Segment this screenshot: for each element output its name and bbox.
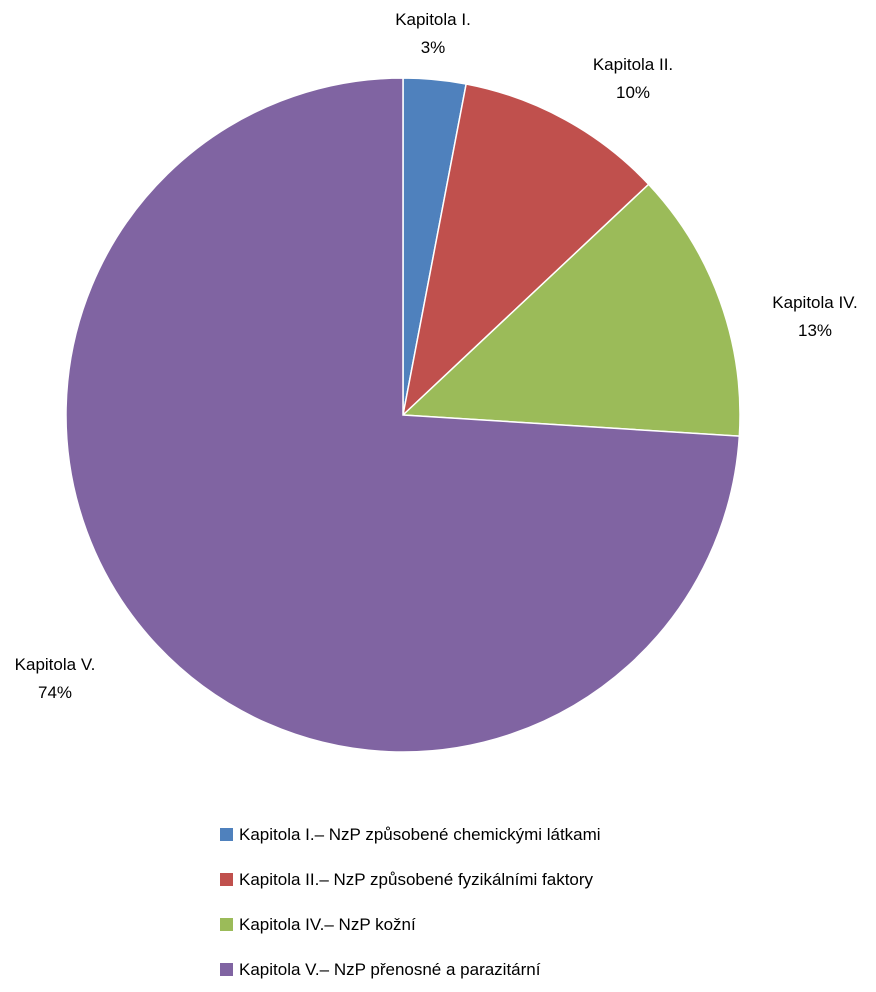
data-label-name-3: Kapitola IV.	[772, 293, 857, 312]
data-label-name-2: Kapitola II.	[593, 55, 673, 74]
data-label-name-1: Kapitola I.	[395, 10, 471, 29]
data-label-percent-1: 3%	[421, 38, 446, 57]
legend-label: Kapitola II.– NzP způsobené fyzikálními …	[239, 869, 594, 889]
pie-data-labels: Kapitola I. 3% Kapitola II. 10% Kapitola IV.…	[15, 10, 858, 702]
chart-legend: Kapitola I.– NzP způsobené chemickými lá…	[220, 812, 840, 992]
legend-swatch	[220, 873, 233, 886]
data-label-percent-4: 74%	[38, 683, 72, 702]
legend-item-3: Kapitola IV.– NzP kožní	[220, 902, 840, 947]
legend-swatch	[220, 963, 233, 976]
legend-label: Kapitola V.– NzP přenosné a parazitární	[239, 959, 541, 979]
pie-slice-2	[401, 83, 650, 418]
legend-swatch	[220, 918, 233, 931]
legend-label: Kapitola I.– NzP způsobené chemickými lá…	[239, 824, 601, 844]
pie-slice-3	[401, 183, 741, 437]
legend-item-4: Kapitola V.– NzP přenosné a parazitární	[220, 947, 840, 992]
legend-label: Kapitola IV.– NzP kožní	[239, 914, 416, 934]
legend-item-2: Kapitola II.– NzP způsobené fyzikálními …	[220, 857, 840, 902]
pie-slice-4	[65, 77, 741, 753]
data-label-name-4: Kapitola V.	[15, 655, 96, 674]
legend-swatch	[220, 828, 233, 841]
data-label-percent-2: 10%	[616, 83, 650, 102]
pie-slices	[65, 77, 741, 753]
legend-item-1: Kapitola I.– NzP způsobené chemickými lá…	[220, 812, 840, 857]
data-label-percent-3: 13%	[798, 321, 832, 340]
